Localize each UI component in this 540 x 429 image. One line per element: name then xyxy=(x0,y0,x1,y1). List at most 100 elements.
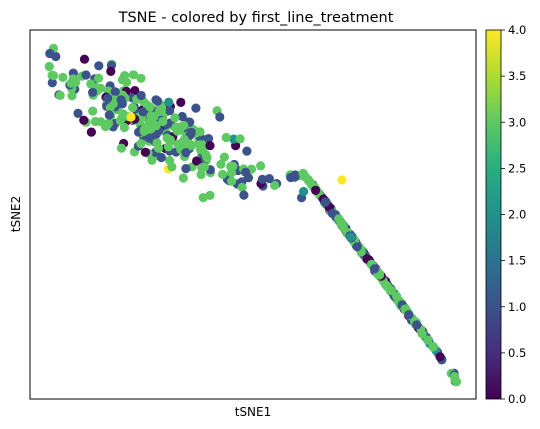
scatter-point xyxy=(191,103,201,113)
scatter-point xyxy=(228,161,238,171)
scatter-point xyxy=(299,186,309,197)
scatter-point xyxy=(320,197,330,207)
colorbar-tick-label: 3.5 xyxy=(508,69,526,83)
scatter-point xyxy=(165,106,175,116)
scatter-point xyxy=(387,286,397,296)
scatter-point xyxy=(381,280,391,290)
scatter-point xyxy=(178,173,188,183)
scatter-point xyxy=(145,102,155,112)
scatter-point xyxy=(67,91,77,101)
scatter-point xyxy=(79,115,89,125)
scatter-point xyxy=(241,167,251,177)
scatter-point xyxy=(195,127,205,137)
scatter-point xyxy=(179,120,189,131)
scatter-point xyxy=(115,116,125,126)
scatter-point xyxy=(311,185,321,195)
scatter-point xyxy=(229,134,239,144)
scatter-point xyxy=(154,106,164,117)
scatter-point xyxy=(337,175,347,185)
scatter-point xyxy=(153,96,163,106)
scatter-point xyxy=(45,48,55,59)
scatter-point xyxy=(270,180,280,190)
scatter-point xyxy=(305,178,315,188)
scatter-point xyxy=(221,132,231,143)
scatter-point xyxy=(167,162,177,172)
scatter-point xyxy=(215,112,225,122)
colorbar-tick-label: 1.5 xyxy=(508,254,526,268)
scatter-point xyxy=(256,161,266,171)
scatter-point xyxy=(338,222,348,232)
colorbar-tick-label: 0.5 xyxy=(508,346,526,360)
colorbar xyxy=(485,29,502,400)
chart-title: TSNE - colored by first_line_treatment xyxy=(118,10,394,26)
scatter-point xyxy=(173,139,183,149)
colorbar-tick-label: 0.0 xyxy=(508,392,526,406)
scatter-point xyxy=(48,71,59,81)
x-axis-label: tSNE1 xyxy=(235,405,272,419)
y-axis-label: tSNE2 xyxy=(9,196,23,233)
scatter-point xyxy=(122,77,132,87)
scatter-point xyxy=(88,87,98,97)
scatter-point xyxy=(327,208,337,218)
scatter-point xyxy=(144,133,154,143)
scatter-point xyxy=(88,106,98,116)
scatter-point xyxy=(192,156,202,166)
scatter-point xyxy=(116,143,127,153)
scatter-point xyxy=(130,86,140,96)
scatter-point xyxy=(196,170,206,180)
scatter-point xyxy=(216,159,226,169)
scatter-point xyxy=(94,61,104,71)
scatter-point xyxy=(369,264,380,274)
scatter-point xyxy=(412,320,422,330)
scatter-point xyxy=(136,139,146,149)
scatter-point xyxy=(128,103,138,113)
scatter-point xyxy=(404,310,414,320)
scatter-point xyxy=(152,138,162,148)
scatter-point xyxy=(257,174,267,184)
scatter-point xyxy=(286,172,296,183)
scatter-point xyxy=(237,182,247,192)
colorbar-tick-label: 2.0 xyxy=(508,208,526,222)
scatter-point xyxy=(110,87,120,97)
scatter-point xyxy=(136,90,146,101)
scatter-point xyxy=(158,116,168,127)
scatter-point xyxy=(203,134,214,144)
scatter-point xyxy=(428,342,438,352)
scatter-point xyxy=(170,113,180,123)
scatter-point xyxy=(235,134,245,144)
scatter-point xyxy=(205,141,215,151)
scatter-point xyxy=(79,54,90,64)
scatter-point xyxy=(205,190,215,200)
scatter-point xyxy=(435,352,445,362)
scatter-point xyxy=(106,66,116,76)
scatter-point xyxy=(346,232,356,242)
scatter-point xyxy=(140,124,150,134)
scatter-point xyxy=(164,97,174,107)
scatter-point xyxy=(181,164,191,174)
scatter-point xyxy=(73,108,83,118)
scatter-point xyxy=(264,174,274,184)
scatter-point xyxy=(227,176,237,186)
scatter-point xyxy=(116,95,126,105)
scatter-point xyxy=(177,111,187,122)
scatter-point xyxy=(163,142,173,152)
scatter-point xyxy=(44,61,54,72)
scatter-point xyxy=(172,126,182,136)
scatter-point xyxy=(66,78,76,88)
scatter-point xyxy=(86,79,96,89)
scatter-point xyxy=(299,169,309,180)
scatter-point xyxy=(218,169,228,179)
scatter-point xyxy=(352,242,362,252)
scatter-point xyxy=(126,112,136,122)
scatter-point xyxy=(86,127,96,137)
scatter-point xyxy=(47,78,57,88)
scatter-point xyxy=(102,120,112,130)
scatter-point xyxy=(119,122,129,133)
colorbar-tick-label: 4.0 xyxy=(508,23,526,37)
scatter-point xyxy=(103,93,113,103)
scatter-point xyxy=(202,153,212,163)
scatter-points xyxy=(44,43,462,387)
scatter-point xyxy=(176,97,186,107)
scatter-point xyxy=(187,140,197,150)
scatter-point xyxy=(242,146,252,156)
